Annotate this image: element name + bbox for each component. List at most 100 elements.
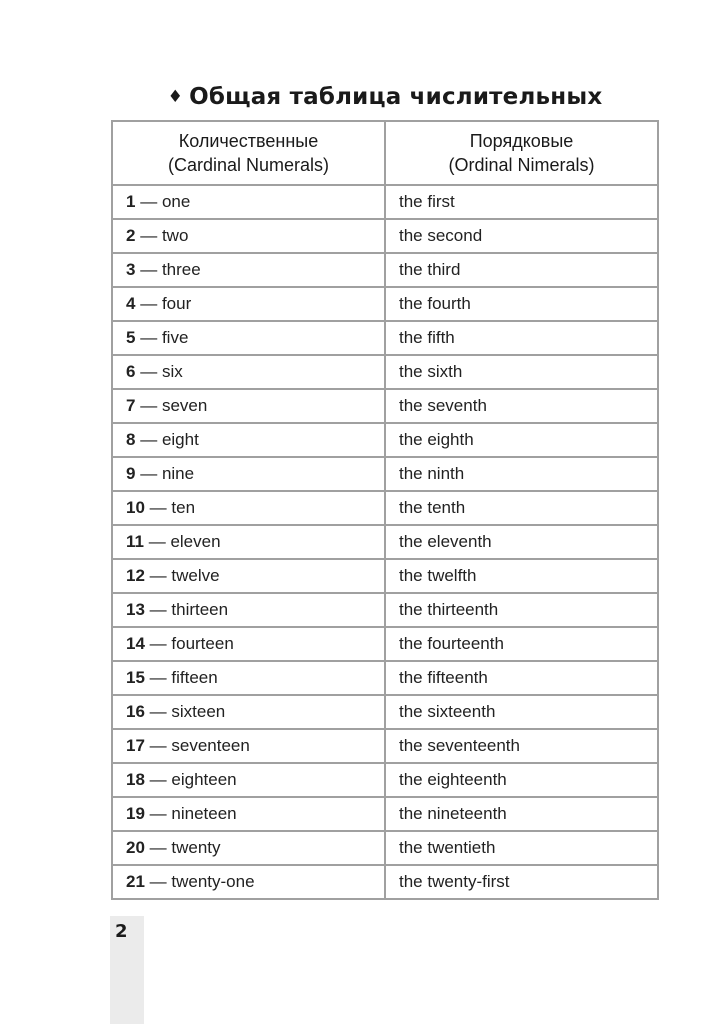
cardinal-word: nineteen bbox=[171, 804, 237, 823]
table-row: 19 — nineteen the nineteenth bbox=[111, 796, 659, 832]
number: 18 bbox=[126, 770, 145, 789]
cardinal-word: thirteen bbox=[171, 600, 229, 619]
ordinal-cell: the thirteenth bbox=[384, 592, 659, 628]
ordinal-cell: the first bbox=[384, 184, 659, 220]
ordinal-cell: the second bbox=[384, 218, 659, 254]
table-row: 11 — eleven the eleventh bbox=[111, 524, 659, 560]
dash: — bbox=[140, 362, 158, 381]
number: 19 bbox=[126, 804, 145, 823]
ordinal-cell: the twentieth bbox=[384, 830, 659, 866]
cardinal-cell: 19 — nineteen bbox=[111, 796, 386, 832]
ordinal-cell: the ninth bbox=[384, 456, 659, 492]
cardinal-cell: 17 — seventeen bbox=[111, 728, 386, 764]
cardinal-cell: 5 — five bbox=[111, 320, 386, 356]
cardinal-word: eighteen bbox=[171, 770, 237, 789]
cardinal-word: nine bbox=[161, 464, 195, 483]
number: 4 bbox=[126, 294, 136, 313]
ordinal-word: the nineteenth bbox=[399, 804, 507, 823]
ordinal-cell: the tenth bbox=[384, 490, 659, 526]
header-ordinal: Порядковые (Ordinal Nimerals) bbox=[384, 120, 659, 186]
number: 14 bbox=[126, 634, 145, 653]
number: 21 bbox=[126, 872, 145, 891]
number: 13 bbox=[126, 600, 145, 619]
cardinal-cell: 9 — nine bbox=[111, 456, 386, 492]
cardinal-word: six bbox=[161, 362, 183, 381]
ordinal-cell: the seventeenth bbox=[384, 728, 659, 764]
ordinal-word: the twentieth bbox=[399, 838, 496, 857]
number: 1 bbox=[126, 192, 136, 211]
ordinal-cell: the nineteenth bbox=[384, 796, 659, 832]
dash: — bbox=[149, 634, 167, 653]
ordinal-word: the fourth bbox=[399, 294, 471, 313]
cardinal-word: eleven bbox=[170, 532, 221, 551]
table-row: 7 — seven the seventh bbox=[111, 388, 659, 424]
ordinal-word: the first bbox=[399, 192, 455, 211]
number: 9 bbox=[126, 464, 136, 483]
cardinal-word: seven bbox=[161, 396, 208, 415]
numerals-table: Количественные (Cardinal Numerals) Порядк… bbox=[111, 120, 659, 900]
dash: — bbox=[149, 872, 167, 891]
header-ordinal-ru: Порядковые bbox=[469, 131, 574, 151]
ordinal-word: the fifteenth bbox=[399, 668, 488, 687]
ordinal-cell: the fifth bbox=[384, 320, 659, 356]
table-row: 8 — eight the eighth bbox=[111, 422, 659, 458]
cardinal-word: four bbox=[161, 294, 192, 313]
ordinal-cell: the twenty-first bbox=[384, 864, 659, 900]
dash: — bbox=[140, 226, 158, 245]
page-number-tab: 2 bbox=[110, 916, 144, 1024]
table-row: 4 — four the fourth bbox=[111, 286, 659, 322]
table-row: 21 — twenty-one the twenty-first bbox=[111, 864, 659, 900]
number: 8 bbox=[126, 430, 136, 449]
cardinal-cell: 8 — eight bbox=[111, 422, 386, 458]
ordinal-cell: the fourteenth bbox=[384, 626, 659, 662]
number: 5 bbox=[126, 328, 136, 347]
diamond-bullet-icon: ♦ bbox=[167, 87, 184, 107]
header-cardinal-ru: Количественные bbox=[178, 131, 319, 151]
dash: — bbox=[149, 566, 167, 585]
dash: — bbox=[140, 294, 158, 313]
dash: — bbox=[140, 464, 158, 483]
table-row: 18 — eighteen the eighteenth bbox=[111, 762, 659, 798]
cardinal-cell: 4 — four bbox=[111, 286, 386, 322]
ordinal-word: the seventeenth bbox=[399, 736, 520, 755]
dash: — bbox=[149, 702, 167, 721]
dash: — bbox=[140, 328, 158, 347]
table-row: 13 — thirteen the thirteenth bbox=[111, 592, 659, 628]
ordinal-word: the seventh bbox=[399, 396, 487, 415]
cardinal-cell: 12 — twelve bbox=[111, 558, 386, 594]
cardinal-word: twenty-one bbox=[171, 872, 255, 891]
ordinal-word: the tenth bbox=[399, 498, 466, 517]
dash: — bbox=[149, 736, 167, 755]
number: 7 bbox=[126, 396, 136, 415]
dash: — bbox=[140, 260, 158, 279]
dash: — bbox=[140, 396, 158, 415]
cardinal-cell: 3 — three bbox=[111, 252, 386, 288]
number: 20 bbox=[126, 838, 145, 857]
table-row: 1 — one the first bbox=[111, 184, 659, 220]
page-number: 2 bbox=[115, 921, 128, 942]
cardinal-word: fourteen bbox=[171, 634, 234, 653]
ordinal-word: the third bbox=[399, 260, 461, 279]
table-row: 15 — fifteen the fifteenth bbox=[111, 660, 659, 696]
cardinal-cell: 10 — ten bbox=[111, 490, 386, 526]
ordinal-word: the eleventh bbox=[399, 532, 492, 551]
dash: — bbox=[149, 600, 167, 619]
ordinal-word: the twenty-first bbox=[399, 872, 510, 891]
cardinal-cell: 6 — six bbox=[111, 354, 386, 390]
table-row: 12 — twelve the twelfth bbox=[111, 558, 659, 594]
dash: — bbox=[148, 532, 166, 551]
header-cardinal-en: (Cardinal Numerals) bbox=[167, 155, 330, 175]
header-cardinal: Количественные (Cardinal Numerals) bbox=[111, 120, 386, 186]
dash: — bbox=[149, 804, 167, 823]
number: 2 bbox=[126, 226, 136, 245]
table-row: 5 — five the fifth bbox=[111, 320, 659, 356]
ordinal-word: the eighth bbox=[399, 430, 474, 449]
ordinal-word: the eighteenth bbox=[399, 770, 507, 789]
number: 10 bbox=[126, 498, 145, 517]
cardinal-word: three bbox=[161, 260, 201, 279]
number: 17 bbox=[126, 736, 145, 755]
ordinal-word: the twelfth bbox=[399, 566, 477, 585]
cardinal-cell: 21 — twenty-one bbox=[111, 864, 386, 900]
dash: — bbox=[149, 770, 167, 789]
cardinal-word: one bbox=[161, 192, 191, 211]
